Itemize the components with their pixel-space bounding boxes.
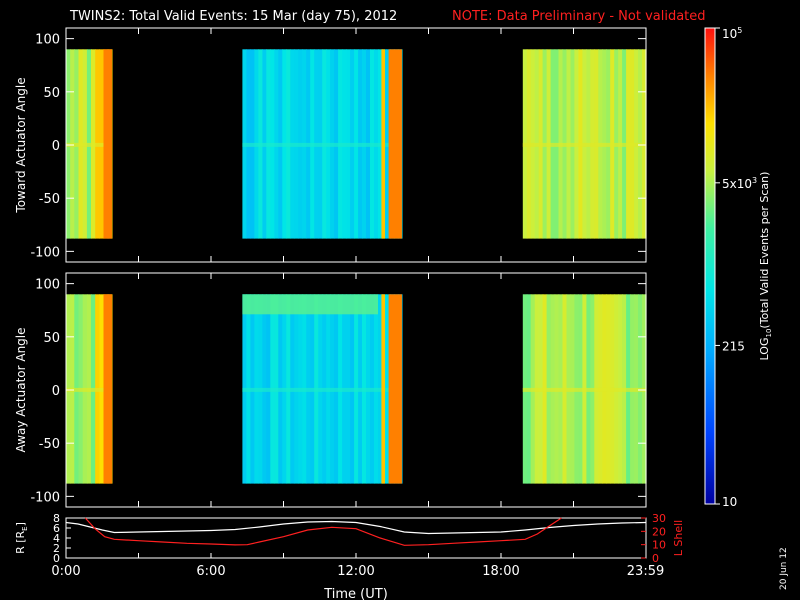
bright-column bbox=[381, 49, 385, 239]
y-tick-label: 100 bbox=[35, 33, 60, 48]
colorbar-tick-label: 215 bbox=[722, 339, 745, 353]
orbit-frame bbox=[65, 517, 647, 559]
y-tick-label: -50 bbox=[39, 192, 60, 207]
bright-column bbox=[103, 49, 112, 239]
data-interval bbox=[242, 49, 403, 239]
zero-angle-band bbox=[242, 142, 402, 147]
data-interval bbox=[242, 294, 403, 484]
colorbar-label: LOG10(Total Valid Events per Scan) bbox=[758, 172, 773, 361]
y-tick-label: 0 bbox=[52, 384, 60, 399]
y-tick-label: 100 bbox=[35, 278, 60, 293]
y-tick-label: -100 bbox=[30, 245, 60, 260]
y-tick-label: 50 bbox=[43, 86, 60, 101]
y-tick-label: 0 bbox=[53, 552, 60, 565]
zero-angle-band bbox=[522, 142, 647, 147]
bright-column bbox=[388, 49, 402, 239]
y-tick-label-right: 20 bbox=[652, 525, 666, 538]
x-tick-label: 18:00 bbox=[482, 564, 519, 579]
y-tick-label: -100 bbox=[30, 490, 60, 505]
radius-line bbox=[65, 520, 647, 535]
y-tick-label: 8 bbox=[53, 512, 60, 525]
y-tick-label: 6 bbox=[53, 522, 60, 535]
toward-angle-panel: -100 -50 0 50 100 Toward Actuator Angle bbox=[14, 27, 647, 263]
bright-column bbox=[103, 294, 112, 484]
upper-angle-band bbox=[242, 294, 378, 315]
y-axis-label: Toward Actuator Angle bbox=[14, 77, 28, 213]
y-tick-label: 2 bbox=[53, 542, 60, 555]
x-tick-label: 6:00 bbox=[196, 564, 225, 579]
colorbar-gradient bbox=[704, 27, 716, 505]
colorbar-tick-label: 5x103 bbox=[722, 176, 757, 191]
y-axis-label: Away Actuator Angle bbox=[14, 327, 28, 452]
y-tick-label: -50 bbox=[39, 437, 60, 452]
bright-column bbox=[388, 294, 402, 484]
zero-angle-band bbox=[66, 387, 112, 392]
colorbar-tick-label: 10 bbox=[722, 495, 737, 509]
zero-angle-band bbox=[66, 142, 112, 147]
bright-column bbox=[381, 294, 385, 484]
x-axis-label: Time (UT) bbox=[323, 587, 388, 600]
y-tick-label-right: 10 bbox=[652, 539, 666, 552]
y-tick-label: 0 bbox=[52, 139, 60, 154]
data-interval bbox=[522, 49, 647, 239]
x-tick-label: 23:59 bbox=[627, 564, 664, 579]
preliminary-note: NOTE: Data Preliminary - Not validated bbox=[452, 9, 706, 24]
zero-angle-band bbox=[522, 387, 647, 392]
colorbar-tick-label: 105 bbox=[722, 26, 742, 41]
x-tick-label: 0:00 bbox=[51, 564, 80, 579]
date-stamp: 20 Jun 12 bbox=[779, 547, 789, 590]
lshell-axis-label: L Shell bbox=[672, 520, 685, 556]
y-tick-label: 4 bbox=[53, 532, 60, 545]
y-tick-label-right: 30 bbox=[652, 512, 666, 525]
x-tick-label: 12:00 bbox=[337, 564, 374, 579]
lshell-line bbox=[84, 517, 562, 546]
plot-title: TWINS2: Total Valid Events: 15 Mar (day … bbox=[69, 9, 397, 24]
colorbar: LOG10(Total Valid Events per Scan) 10 215… bbox=[704, 26, 773, 509]
zero-angle-band bbox=[242, 387, 402, 392]
data-interval bbox=[522, 294, 647, 484]
away-angle-panel: -100 -50 0 50 100 Away Actuator Angle bbox=[14, 272, 647, 508]
y-tick-label-right: 0 bbox=[652, 552, 659, 565]
radius-axis-label: R [RE] bbox=[14, 522, 29, 554]
y-tick-label: 50 bbox=[43, 331, 60, 346]
